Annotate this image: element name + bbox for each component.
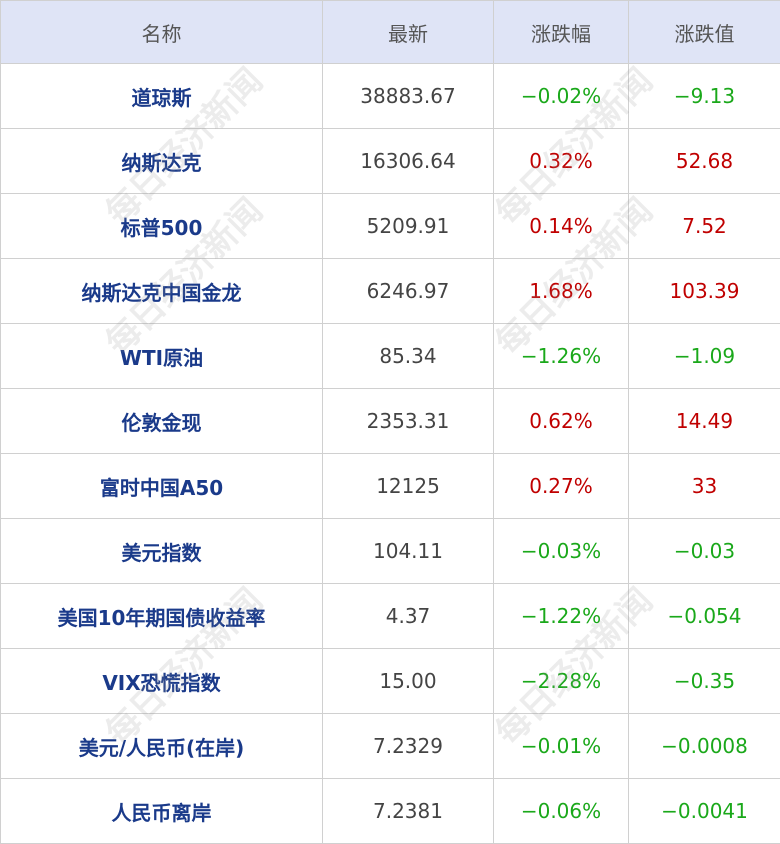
value-cell: 14.49	[629, 389, 780, 454]
value-cell: 0.14%	[494, 194, 629, 259]
name-cell: 富时中国A50	[1, 454, 323, 519]
name-cell: 人民币离岸	[1, 779, 323, 844]
value-cell: 12125	[323, 454, 494, 519]
value-cell: 104.11	[323, 519, 494, 584]
value-cell: 33	[629, 454, 780, 519]
value-cell: −0.06%	[494, 779, 629, 844]
value-cell: 0.32%	[494, 129, 629, 194]
name-cell: 美元指数	[1, 519, 323, 584]
name-cell: 美国10年期国债收益率	[1, 584, 323, 649]
value-cell: −1.26%	[494, 324, 629, 389]
value-cell: 38883.67	[323, 64, 494, 129]
value-cell: −0.03	[629, 519, 780, 584]
name-cell: 美元/人民币(在岸)	[1, 714, 323, 779]
value-cell: 85.34	[323, 324, 494, 389]
name-cell: 标普500	[1, 194, 323, 259]
table-row: 美元/人民币(在岸)7.2329−0.01%−0.0008	[1, 714, 780, 779]
name-cell: 伦敦金现	[1, 389, 323, 454]
value-cell: −1.09	[629, 324, 780, 389]
value-cell: −0.01%	[494, 714, 629, 779]
header-row: 名称最新涨跌幅涨跌值	[1, 1, 780, 64]
value-cell: 7.52	[629, 194, 780, 259]
value-cell: −0.35	[629, 649, 780, 714]
value-cell: −9.13	[629, 64, 780, 129]
value-cell: 16306.64	[323, 129, 494, 194]
name-cell: VIX恐慌指数	[1, 649, 323, 714]
value-cell: 15.00	[323, 649, 494, 714]
value-cell: 7.2329	[323, 714, 494, 779]
header-cell: 涨跌值	[629, 1, 780, 64]
value-cell: 4.37	[323, 584, 494, 649]
value-cell: 5209.91	[323, 194, 494, 259]
value-cell: 6246.97	[323, 259, 494, 324]
value-cell: −0.054	[629, 584, 780, 649]
value-cell: 52.68	[629, 129, 780, 194]
value-cell: −0.03%	[494, 519, 629, 584]
name-cell: WTI原油	[1, 324, 323, 389]
value-cell: −0.02%	[494, 64, 629, 129]
value-cell: 7.2381	[323, 779, 494, 844]
header-cell: 最新	[323, 1, 494, 64]
name-cell: 纳斯达克	[1, 129, 323, 194]
name-cell: 纳斯达克中国金龙	[1, 259, 323, 324]
header-cell: 涨跌幅	[494, 1, 629, 64]
value-cell: 2353.31	[323, 389, 494, 454]
value-cell: 1.68%	[494, 259, 629, 324]
value-cell: 103.39	[629, 259, 780, 324]
value-cell: −1.22%	[494, 584, 629, 649]
value-cell: 0.27%	[494, 454, 629, 519]
value-cell: 0.62%	[494, 389, 629, 454]
value-cell: −2.28%	[494, 649, 629, 714]
value-cell: −0.0008	[629, 714, 780, 779]
header-cell: 名称	[1, 1, 323, 64]
name-cell: 道琼斯	[1, 64, 323, 129]
value-cell: −0.0041	[629, 779, 780, 844]
